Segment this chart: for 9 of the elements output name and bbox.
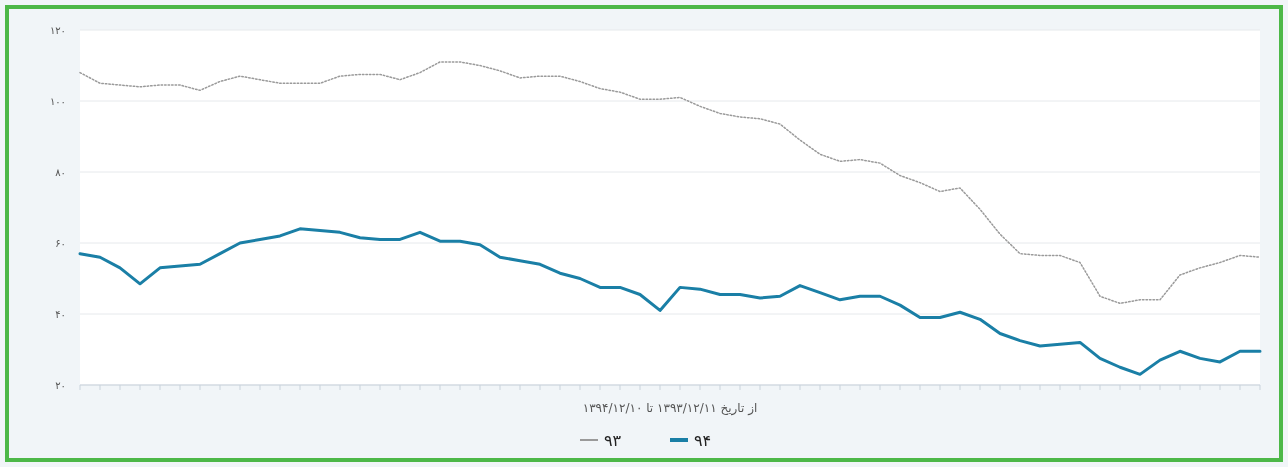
legend-label: ۹۴	[694, 431, 712, 450]
legend-label: ۹۳	[604, 431, 622, 450]
y-tick-label: ۸۰	[55, 167, 66, 178]
y-tick-label: ۱۰۰	[49, 96, 66, 107]
y-tick-label: ۲۰	[55, 380, 66, 391]
y-tick-label: ۱۲۰	[49, 25, 66, 36]
x-axis-title: از تاریخ ۱۳۹۳/۱۲/۱۱ تا ۱۳۹۴/۱۲/۱۰	[582, 401, 758, 416]
y-tick-label: ۶۰	[55, 238, 66, 249]
y-tick-label: ۴۰	[55, 309, 66, 320]
